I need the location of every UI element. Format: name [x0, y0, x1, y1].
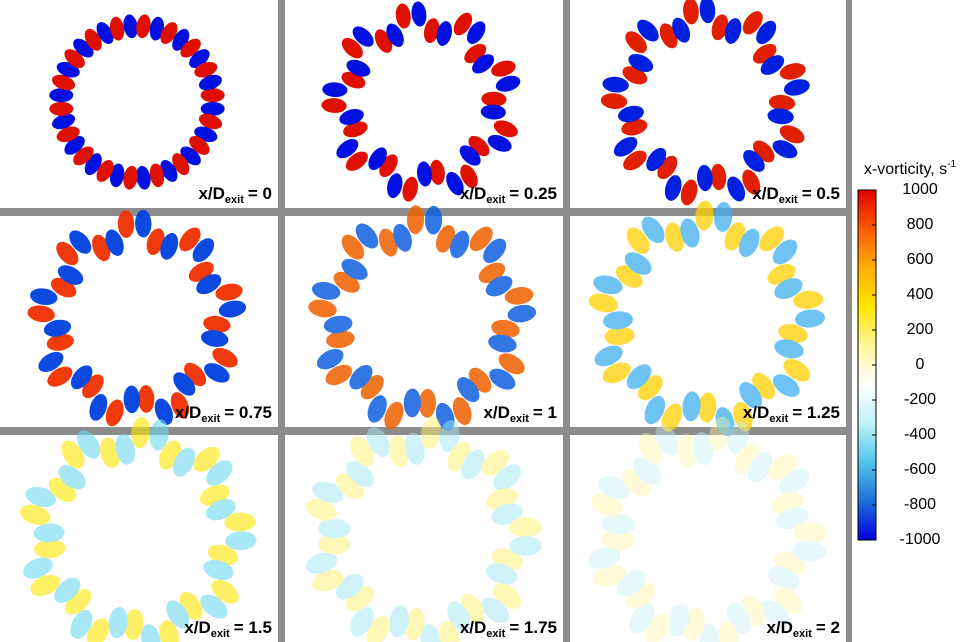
colorbar-tick-label: 800	[907, 216, 934, 233]
gutter	[278, 0, 285, 642]
colorbar-tick-label: -1000	[900, 531, 941, 548]
vortex-lobe	[509, 517, 541, 537]
label-part: exit	[769, 413, 788, 425]
colorbar-tick-label: 200	[907, 321, 934, 338]
colorbar-tick-label: -200	[904, 391, 936, 408]
vortex-lobe	[49, 88, 73, 102]
label-part: = 1	[533, 403, 557, 422]
label-part: = 1.75	[509, 618, 557, 637]
label-part: exit	[211, 628, 230, 640]
gutter	[846, 0, 852, 642]
title-text: x-vorticity, s	[864, 161, 947, 178]
label-part: exit	[486, 628, 505, 640]
colorbar-tick-label: -400	[904, 426, 936, 443]
colorbar-tick-label: -800	[904, 496, 936, 513]
label-part: = 0.25	[509, 184, 557, 203]
colorbar-tick-label: 400	[907, 286, 934, 303]
vortex-lobe	[201, 88, 225, 102]
colorbar-tick-label: 1000	[902, 181, 938, 198]
figure: x/Dexit= 0x/Dexit= 0.25x/Dexit= 0.5x/Dex…	[0, 0, 964, 642]
label-part: exit	[510, 413, 529, 425]
panel-label: x/Dexit = 0.75	[175, 403, 272, 424]
colorbar-tick-label: 600	[907, 251, 934, 268]
label-part: exit	[486, 194, 505, 206]
label-part: x/D	[175, 403, 201, 422]
colorbar-tick-label: -600	[904, 461, 936, 478]
vortex-lobe	[509, 536, 541, 556]
label-part: x/D	[752, 184, 778, 203]
label-part: exit	[201, 413, 220, 425]
label-part: = 0.5	[802, 184, 840, 203]
label-part: x/D	[184, 618, 210, 637]
label-part: exit	[779, 194, 798, 206]
panel-label: x/Dexit = 1.75	[460, 618, 557, 639]
colorbar-tick-label: 0	[916, 356, 925, 373]
label-part: = 0	[248, 184, 272, 203]
gutter	[563, 0, 570, 642]
label-part: = 0.75	[224, 403, 272, 422]
label-part: = 1.25	[792, 403, 840, 422]
label-part: = 1.5	[234, 618, 272, 637]
vortex-lobe	[201, 102, 225, 116]
vortex-lobe	[318, 519, 350, 539]
label-part: exit	[793, 628, 812, 640]
label-part: x/D	[743, 403, 769, 422]
label-part: exit	[225, 194, 244, 206]
label-part: x/D	[460, 618, 486, 637]
vortex-lobe	[49, 102, 73, 116]
label-part: x/D	[460, 184, 486, 203]
title-superscript: -1	[947, 159, 956, 170]
label-part: x/D	[198, 184, 224, 203]
panel-label: x/Dexit = 0.25	[460, 184, 557, 205]
label-part: x/D	[766, 618, 792, 637]
label-part: = 2	[816, 618, 840, 637]
label-part: x/D	[483, 403, 509, 422]
colorbar-title: x-vorticity, s-1	[864, 159, 957, 179]
panel-label: x/Dexit = 1.25	[743, 403, 840, 424]
